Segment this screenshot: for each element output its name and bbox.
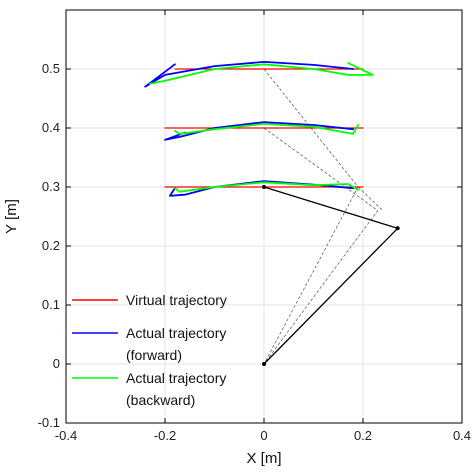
backward-trajectory-line [149,62,374,85]
ticks: -0.4 -0.2 0 0.2 0.4 -0.1 0 0.1 0.2 0.3 0.4 0.5 [38,10,471,443]
legend-label: (backward) [126,392,195,408]
backward-trajectory-line [173,181,360,193]
legend: Virtual trajectory Actual trajectory (forw… [72,292,227,408]
forward-trajectory-line [144,61,355,88]
legend-label: (forward) [126,347,182,363]
y-tick-label: 0.2 [42,238,60,253]
y-tick-label: 0.4 [42,120,60,135]
y-tick-label: 0 [53,356,60,371]
x-tick-label: 0.4 [453,428,471,443]
y-tick-label: -0.1 [38,415,60,430]
x-tick-label: 0.2 [354,428,372,443]
legend-label: Actual trajectory [126,325,226,341]
x-tick-label: -0.2 [154,428,176,443]
linkage-dashed-line [357,186,384,211]
legend-label: Actual trajectory [126,370,226,386]
legend-label: Virtual trajectory [126,292,227,308]
x-axis-label: X [m] [246,450,281,467]
x-tick-label: -0.4 [55,428,77,443]
y-tick-label: 0.1 [42,297,60,312]
forward-trajectory-line [164,121,355,141]
linkage-joint [395,226,400,231]
backward-trajectory-line [173,123,360,135]
linkage-joint [262,185,266,189]
linkage-joint [262,362,266,366]
y-axis-label: Y [m] [3,199,20,234]
y-tick-label: 0.3 [42,179,60,194]
linkage-dashed-line [263,127,379,365]
y-tick-label: 0.5 [42,61,60,76]
data-lines [144,61,400,366]
x-tick-label: 0 [260,428,267,443]
